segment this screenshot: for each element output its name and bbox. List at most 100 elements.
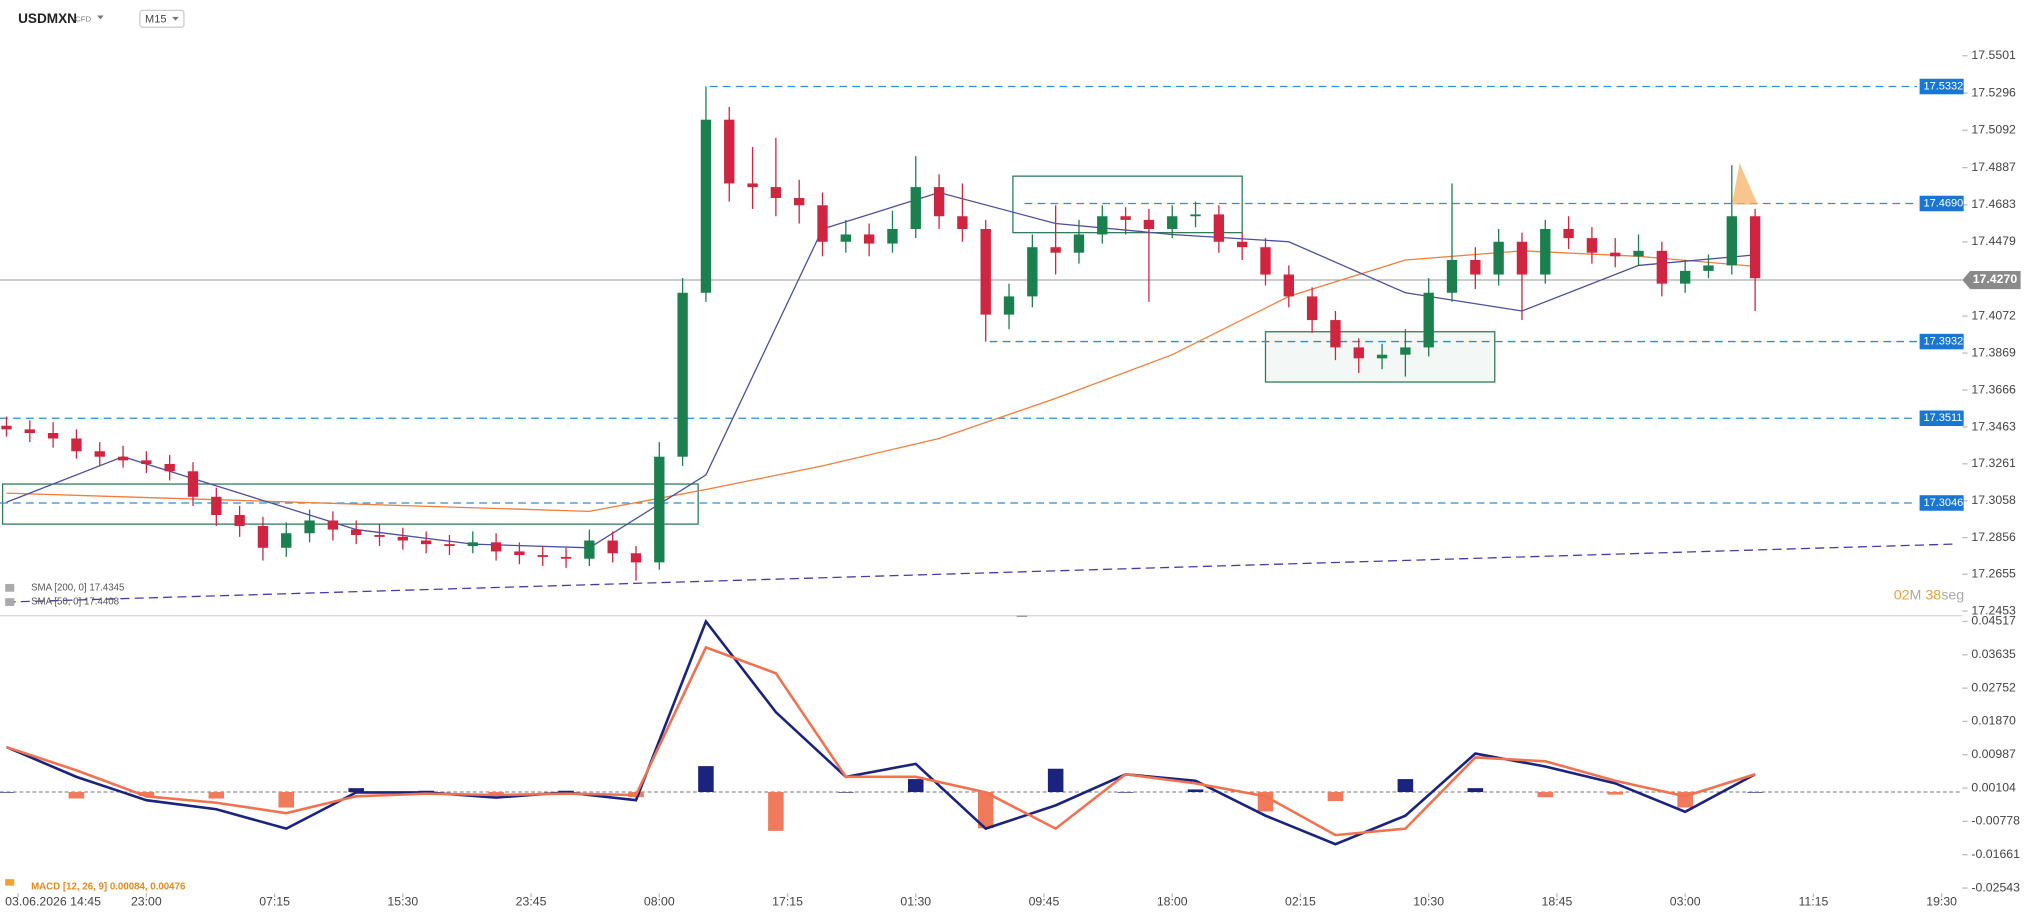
candle-body [887, 228, 898, 244]
candle-body [607, 540, 618, 554]
y-tick-label: 0.01870 [1971, 714, 2016, 728]
candle-body [1540, 228, 1551, 275]
candle-body [327, 520, 339, 530]
candle-body [1749, 216, 1761, 279]
candle-body [1703, 265, 1714, 271]
pattern-marker[interactable] [1731, 163, 1758, 205]
candle-body [1050, 247, 1061, 253]
price-panel: 17.5501 17.5296 17.5092 17.4887 17.4683 17.44… [0, 48, 2021, 617]
candle-body [560, 556, 572, 559]
candle-body [1236, 241, 1248, 248]
y-tick-label: 17.3463 [1971, 419, 2016, 433]
candle-body [1493, 241, 1504, 275]
candle-body [933, 187, 945, 217]
y-tick-label: 0.00987 [1971, 747, 2016, 761]
candle-body [770, 187, 782, 199]
zone[interactable] [1, 483, 699, 525]
current-price-label: 17.4270 [1973, 272, 2018, 286]
y-tick-label: -0.02543 [1971, 880, 2020, 894]
legend-entry[interactable]: SMA [200, 0] 17.4345 [31, 582, 124, 593]
candle-body [817, 205, 828, 242]
candle-body [420, 540, 432, 545]
candle-body [117, 456, 129, 461]
y-tick-label: 17.3666 [1971, 382, 2016, 396]
candle-body [1143, 219, 1155, 229]
candle-body [71, 438, 82, 452]
countdown-seconds: 38 [1925, 587, 1941, 603]
price-level-tag [1919, 333, 1964, 350]
countdown-minutes: 02 [1894, 587, 1910, 603]
candle-body [980, 228, 991, 315]
histogram-bar [698, 766, 714, 793]
candle-body [1423, 292, 1434, 348]
candle-body [537, 555, 548, 557]
candle-body [467, 542, 478, 546]
histogram-bar [838, 792, 854, 793]
y-tick-label: 17.5092 [1971, 123, 2016, 137]
y-tick-label: 17.5501 [1971, 48, 2016, 62]
candle-body [490, 542, 502, 552]
candle-body [1283, 274, 1294, 297]
macd-legend[interactable]: MACD [12, 26, 9] 0.00084, 0.00476 [31, 881, 186, 892]
histogram-bar [1397, 779, 1414, 793]
x-tick-label: 07:15 [259, 895, 290, 909]
macd-panel: 0.04517 0.03635 0.02752 0.01870 0.00987 0.001… [0, 614, 2020, 909]
y-tick-label: 17.4072 [1971, 308, 2016, 322]
candle-body [1586, 238, 1598, 253]
plot: 17.5501 17.5296 17.5092 17.4887 17.4683 17.44… [0, 48, 2021, 909]
price-level-label: 17.3932 [1923, 335, 1963, 347]
candle-body [677, 292, 688, 457]
candle-body [700, 119, 712, 293]
x-tick-label: 18:45 [1542, 895, 1573, 909]
candle-body [1213, 214, 1225, 242]
candle-body [910, 187, 921, 229]
x-tick-label: 03.06.2026 14:45 [5, 895, 101, 909]
sma-line [6, 191, 1756, 549]
x-tick-label: 17:15 [772, 895, 803, 909]
sma-line [6, 250, 1756, 513]
x-tick-label: 19:30 [1926, 895, 1957, 909]
candle-body [1656, 250, 1668, 284]
histogram-bar [1187, 789, 1204, 793]
y-tick-label: 0.03635 [1971, 647, 2016, 661]
candle-body [1003, 296, 1015, 315]
candle-body [1330, 320, 1341, 348]
candle-body [1400, 347, 1411, 355]
candle-body [747, 183, 758, 188]
histogram-bar [208, 792, 225, 799]
symbol-dropdown[interactable] [97, 15, 104, 20]
legend-icon [5, 879, 15, 886]
timeframe-box[interactable] [139, 9, 185, 28]
candle-body [1073, 234, 1085, 253]
price-level-tag [1919, 410, 1964, 427]
candle-body [1306, 296, 1318, 321]
candle-body [1260, 247, 1271, 275]
histogram-bar [1047, 768, 1064, 793]
current-price-tag [1962, 270, 2021, 290]
histogram-bar [1467, 788, 1484, 793]
timeframe-dropdown[interactable] [172, 16, 179, 21]
candle-body [840, 234, 852, 242]
legend-entry[interactable]: SMA [50, 0] 17.4408 [31, 597, 119, 608]
candle-body [863, 234, 875, 244]
x-tick-label: 23:00 [131, 895, 162, 909]
candle-body [1167, 216, 1178, 229]
histogram-bar [977, 792, 994, 829]
timeframe[interactable]: M15 [145, 13, 166, 25]
candle-body [257, 525, 269, 548]
symbol[interactable]: USDMXN [18, 11, 77, 26]
zone[interactable] [1012, 175, 1243, 234]
countdown-unit: M [1910, 587, 1926, 603]
countdown-unit: seg [1941, 587, 1964, 603]
y-tick-label: 0.02752 [1971, 680, 2016, 694]
candle-body [1633, 250, 1644, 257]
candle-body [1120, 216, 1131, 220]
y-tick-label: 17.2856 [1971, 530, 2016, 544]
trendline[interactable] [6, 543, 1958, 603]
histogram-bar [278, 792, 295, 808]
histogram-bar [1537, 792, 1554, 798]
price-level-tag [1919, 195, 1964, 212]
x-tick-label: 01:30 [900, 895, 931, 909]
y-tick-label: 17.5296 [1971, 85, 2016, 99]
